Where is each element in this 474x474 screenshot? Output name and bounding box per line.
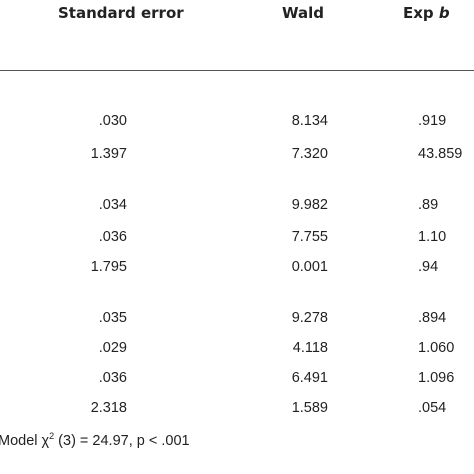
model-fit-footnote: Model χ2 (3) = 24.97, p < .001	[0, 431, 190, 449]
header-exp-b-symbol: b	[438, 4, 450, 22]
footnote-prefix: Model χ	[0, 433, 50, 449]
table-row: 1.795 0.001 .94	[0, 259, 474, 281]
cell-wald: 4.118	[292, 340, 328, 356]
header-wald: Wald	[282, 4, 325, 22]
table-row: .034 9.982 .89	[0, 197, 474, 219]
cell-exp-b: .89	[418, 197, 439, 213]
cell-standard-error: .036	[98, 370, 127, 386]
footnote-suffix: (3) = 24.97, p < .001	[54, 433, 190, 449]
cell-standard-error: .035	[98, 310, 127, 326]
header-exp-prefix: Exp	[403, 4, 434, 22]
cell-standard-error: .034	[98, 197, 127, 213]
cell-wald: 0.001	[291, 259, 328, 275]
cell-wald: 7.320	[291, 146, 328, 162]
table-row: .030 8.134 .919	[0, 113, 474, 135]
cell-exp-b: .919	[418, 113, 447, 129]
cell-exp-b: .94	[418, 259, 439, 275]
cell-exp-b: 43.859	[418, 146, 463, 162]
cell-exp-b: .054	[418, 400, 447, 416]
footnote-superscript: 2	[49, 431, 55, 441]
cell-exp-b: 1.096	[418, 370, 455, 386]
table-row: 1.397 7.320 43.859	[0, 146, 474, 168]
table-row: .036 6.491 1.096	[0, 370, 474, 392]
cell-exp-b: .894	[418, 310, 447, 326]
cell-exp-b: 1.060	[418, 340, 455, 356]
cell-wald: 6.491	[291, 370, 328, 386]
cell-standard-error: .030	[98, 113, 127, 129]
cell-standard-error: 1.795	[90, 259, 127, 275]
cell-wald: 9.278	[291, 310, 328, 326]
table-row: .035 9.278 .894	[0, 310, 474, 332]
table-row: .036 7.755 1.10	[0, 229, 474, 251]
cell-wald: 8.134	[291, 113, 328, 129]
table-header: Standard error Wald Exp b	[0, 0, 474, 30]
cell-standard-error: 1.397	[90, 146, 127, 162]
table-row: .029 4.118 1.060	[0, 340, 474, 362]
table-row: 2.318 1.589 .054	[0, 400, 474, 422]
cell-wald: 7.755	[291, 229, 328, 245]
header-standard-error: Standard error	[58, 4, 184, 22]
cell-exp-b: 1.10	[418, 229, 447, 245]
cell-standard-error: .029	[98, 340, 127, 356]
cell-standard-error: .036	[98, 229, 127, 245]
cell-wald: 1.589	[291, 400, 328, 416]
cell-wald: 9.982	[291, 197, 328, 213]
header-exp-b: Exp b	[403, 4, 450, 22]
cell-standard-error: 2.318	[90, 400, 127, 416]
header-rule	[0, 70, 474, 71]
